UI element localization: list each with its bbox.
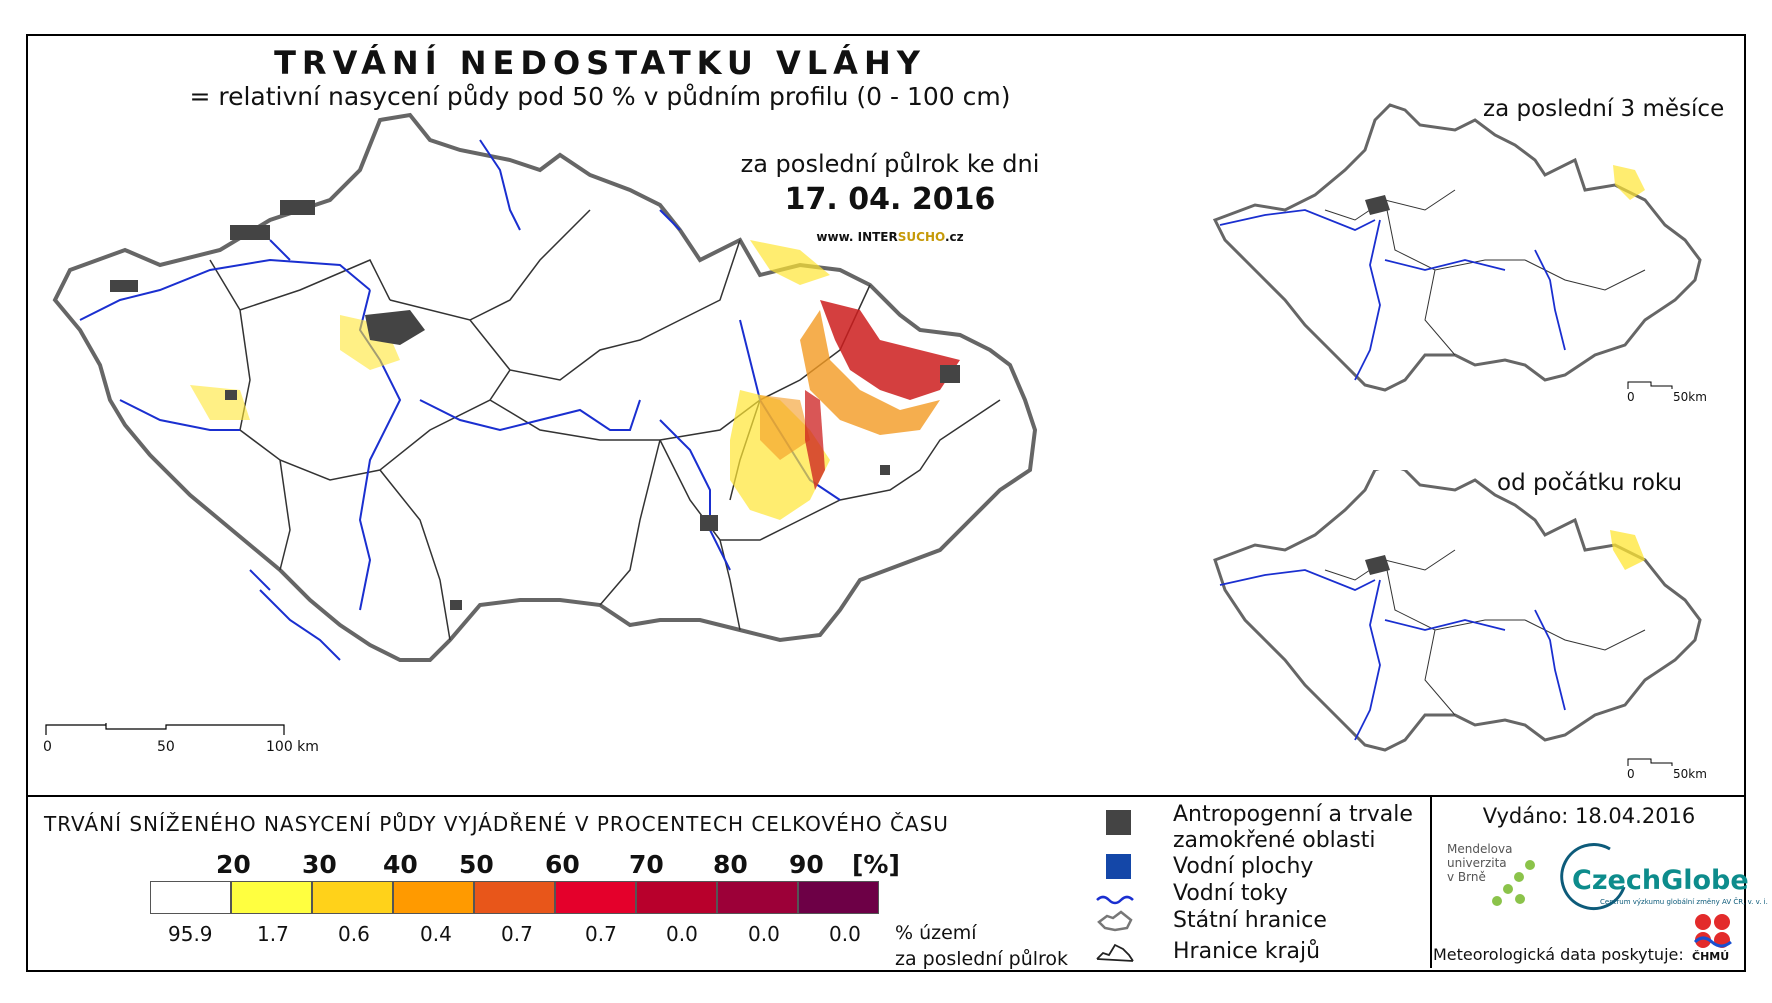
color-swatch-2 <box>312 881 393 914</box>
issued-date: Vydáno: 18.04.2016 <box>1482 804 1696 828</box>
pct-value-8: 0.0 <box>829 922 861 946</box>
drought-orange-area <box>800 310 940 435</box>
mendel-logo-icon <box>1492 860 1535 906</box>
threshold-90: 90 <box>789 850 824 879</box>
page-subtitle: = relativní nasycení půdy pod 50 % v půd… <box>189 82 1011 111</box>
drought-yellow-north <box>750 240 830 285</box>
main-map <box>52 112 1038 662</box>
state-border-label: Státní hranice <box>1173 908 1327 933</box>
region-border-label: Hranice krajů <box>1173 939 1321 964</box>
main-scale-0: 0 <box>43 739 52 755</box>
region-border-symbol <box>1096 943 1134 962</box>
inset-top-scale-bar <box>1627 381 1673 389</box>
color-swatch-3 <box>393 881 474 914</box>
pct-value-2: 0.6 <box>338 922 370 946</box>
mendel-line-1: Mendelova <box>1447 842 1513 856</box>
river-symbol <box>1096 895 1134 905</box>
color-swatch-4 <box>474 881 555 914</box>
inset-bottom-scale-0: 0 <box>1627 767 1635 781</box>
mendel-line-2: univerzita <box>1447 856 1507 870</box>
threshold-60: 60 <box>545 850 580 879</box>
threshold-40: 40 <box>383 850 418 879</box>
chmu-logo-icon <box>1693 914 1732 948</box>
website-prefix: www. INTER <box>816 230 898 244</box>
mendel-line-3: v Brně <box>1447 870 1486 884</box>
pct-value-6: 0.0 <box>666 922 698 946</box>
pct-value-1: 1.7 <box>257 922 289 946</box>
rivers-label: Vodní toky <box>1173 881 1288 906</box>
legend-title: TRVÁNÍ SNÍŽENÉHO NASYCENÍ PŮDY VYJÁDŘENÉ… <box>44 812 949 836</box>
website-suffix: .cz <box>944 230 964 244</box>
state-border-symbol <box>1097 910 1133 932</box>
pct-unit-label: % území za poslední půlrok <box>895 920 1068 972</box>
inset-bottom-title: od počátku roku <box>1497 470 1683 496</box>
threshold-80: 80 <box>713 850 748 879</box>
anthropogenic-symbol <box>1095 809 1135 839</box>
legend-divider <box>26 795 1744 797</box>
pct-value-3: 0.4 <box>420 922 452 946</box>
czechglobe-logo-subtitle: Centrum výzkumu globální změny AV ČR, v.… <box>1600 898 1768 906</box>
inset-top-scale-50: 50km <box>1673 390 1707 404</box>
inset-bottom-scale-50: 50km <box>1673 767 1707 781</box>
anthropogenic-line1: Antropogenní a trvale <box>1173 802 1413 827</box>
inset-top-title: za poslední 3 měsíce <box>1483 96 1725 122</box>
inset-bottom-scale-bar <box>1627 758 1673 766</box>
threshold-50: 50 <box>459 850 494 879</box>
main-scale-50: 50 <box>157 739 175 755</box>
pct-value-7: 0.0 <box>748 922 780 946</box>
czechglobe-logo-icon <box>1560 843 1626 911</box>
mendel-logo-text: Mendelova univerzita v Brně <box>1447 842 1512 884</box>
pct-value-0: 95.9 <box>168 922 213 946</box>
main-scale-bar <box>45 723 285 735</box>
anthropogenic-label: Antropogenní a trvale zamokřené oblasti <box>1173 802 1413 854</box>
main-map-period: za poslední půlrok ke dni <box>740 150 1040 178</box>
threshold-20: 20 <box>216 850 251 879</box>
threshold-unit: [%] <box>852 850 900 879</box>
inset-map-year-start <box>1213 470 1702 752</box>
water-body-symbol <box>1095 853 1135 883</box>
czech-border <box>52 112 1038 662</box>
chmu-label: ČHMÚ <box>1692 950 1730 963</box>
inset-map-3-months <box>1212 103 1702 392</box>
website-link[interactable]: www. INTERSUCHO.cz <box>700 230 1080 244</box>
urban-areas <box>110 200 960 610</box>
color-swatch-6 <box>636 881 717 914</box>
threshold-70: 70 <box>629 850 664 879</box>
website-highlight: SUCHO <box>897 230 945 244</box>
footer-divider <box>1430 795 1432 968</box>
color-swatch-0 <box>150 881 231 914</box>
anthropogenic-line2: zamokřené oblasti <box>1173 828 1376 853</box>
pct-value-4: 0.7 <box>501 922 533 946</box>
main-scale-100: 100 km <box>266 739 319 755</box>
color-swatch-8 <box>798 881 879 914</box>
inset-top-scale-0: 0 <box>1627 390 1635 404</box>
drought-orange-east <box>760 395 810 460</box>
czechglobe-logo-text: CzechGlobe <box>1572 865 1749 896</box>
page-title: TRVÁNÍ NEDOSTATKU VLÁHY <box>274 44 926 82</box>
drought-red-east <box>805 390 825 490</box>
pct-value-5: 0.7 <box>585 922 617 946</box>
pct-unit-line1: % území <box>895 922 977 944</box>
color-swatch-1 <box>231 881 312 914</box>
drought-red-area <box>820 300 960 400</box>
color-swatch-5 <box>555 881 636 914</box>
water-bodies-label: Vodní plochy <box>1173 854 1314 879</box>
meteo-data-provider: Meteorologická data poskytuje: <box>1433 945 1684 964</box>
threshold-30: 30 <box>302 850 337 879</box>
pct-unit-line2: za poslední půlrok <box>895 948 1069 970</box>
color-swatch-7 <box>717 881 798 914</box>
main-map-date: 17. 04. 2016 <box>784 182 996 217</box>
